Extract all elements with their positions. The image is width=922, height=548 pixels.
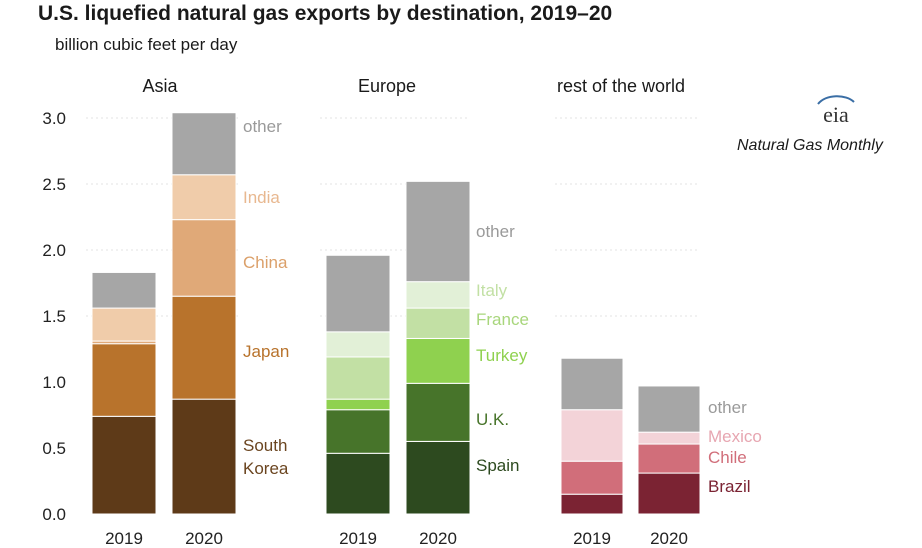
y-tick-label: 0.5 xyxy=(42,439,66,458)
series-label: South xyxy=(243,436,287,455)
chart-title: U.S. liquefied natural gas exports by de… xyxy=(38,2,613,25)
bar-segment xyxy=(325,409,391,454)
y-tick-label: 1.5 xyxy=(42,307,66,326)
series-label: China xyxy=(243,253,288,272)
x-tick-label: 2020 xyxy=(650,529,688,548)
bar-segment xyxy=(560,409,624,462)
series-label: Spain xyxy=(476,456,519,475)
series-label: France xyxy=(476,310,529,329)
series-label: India xyxy=(243,188,280,207)
bar-segment xyxy=(171,112,237,176)
panel-asia: Asia 2019 2020 South Korea Japan China India oth… xyxy=(86,76,289,548)
bar-segment xyxy=(171,219,237,297)
bar-segment xyxy=(91,415,157,515)
bar-segment xyxy=(405,281,471,309)
panel-title: Europe xyxy=(358,76,416,96)
bar-segment xyxy=(325,331,391,358)
bar-segment xyxy=(405,307,471,339)
chart-subtitle: billion cubic feet per day xyxy=(55,35,238,54)
bar-segment xyxy=(560,460,624,495)
eia-logo-icon: eia xyxy=(817,95,855,126)
bar-segment xyxy=(405,337,471,384)
series-label: Italy xyxy=(476,281,508,300)
bar-segment xyxy=(171,398,237,515)
bar-segment xyxy=(405,382,471,442)
x-tick-label: 2020 xyxy=(185,529,223,548)
bar-segment xyxy=(91,343,157,417)
bar-segment xyxy=(91,307,157,342)
bar-segment xyxy=(171,174,237,221)
y-tick-label: 0.0 xyxy=(42,505,66,524)
y-tick-label: 1.0 xyxy=(42,373,66,392)
panel-rest-of-the-world: rest of the world 2019 2020 Brazil Chile Mexi… xyxy=(555,76,762,548)
bar-segment xyxy=(325,254,391,333)
bar-segment xyxy=(560,357,624,411)
bar-segment xyxy=(325,398,391,411)
y-tick-label: 2.5 xyxy=(42,175,66,194)
bar-segment xyxy=(91,271,157,309)
series-label: other xyxy=(476,222,515,241)
bar-segment xyxy=(637,472,701,515)
x-tick-label: 2019 xyxy=(339,529,377,548)
series-label: Korea xyxy=(243,459,289,478)
bar-segment xyxy=(405,180,471,283)
bar-segment xyxy=(405,440,471,515)
series-label: Brazil xyxy=(708,477,751,496)
bar-segment xyxy=(325,356,391,400)
series-label: Mexico xyxy=(708,427,762,446)
bar-segment xyxy=(560,493,624,515)
x-tick-label: 2020 xyxy=(419,529,457,548)
series-label: Turkey xyxy=(476,346,528,365)
series-label: Japan xyxy=(243,342,289,361)
panel-europe: Europe 2019 2020 Spain U.K. Turkey France Italy… xyxy=(320,76,529,548)
y-tick-label: 2.0 xyxy=(42,241,66,260)
panel-title: Asia xyxy=(142,76,178,96)
series-label: other xyxy=(243,117,282,136)
series-label: other xyxy=(708,398,747,417)
panel-title: rest of the world xyxy=(557,76,685,96)
y-tick-label: 3.0 xyxy=(42,109,66,128)
bar-segment xyxy=(325,452,391,515)
series-label: U.K. xyxy=(476,410,509,429)
bar-segment xyxy=(637,431,701,445)
x-tick-label: 2019 xyxy=(105,529,143,548)
x-tick-label: 2019 xyxy=(573,529,611,548)
series-label: Chile xyxy=(708,448,747,467)
bar-segment xyxy=(637,385,701,433)
logo-text: eia xyxy=(823,102,849,126)
source-note: Natural Gas Monthly xyxy=(737,137,883,154)
bar-segment xyxy=(171,295,237,400)
bar-segment xyxy=(637,443,701,474)
